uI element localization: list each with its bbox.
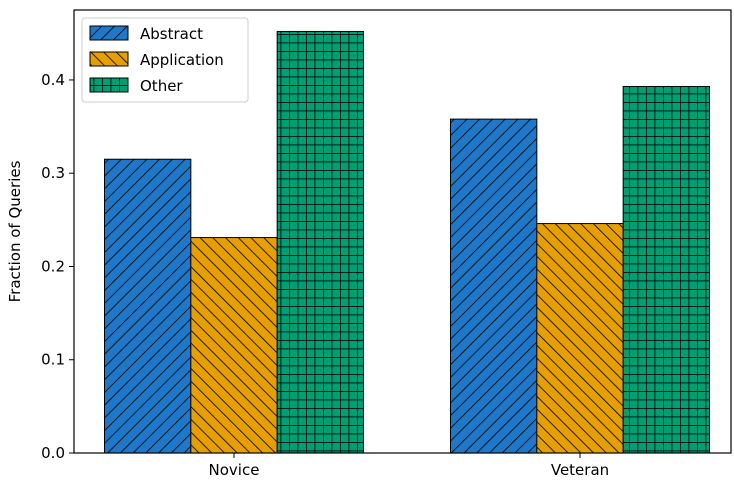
legend-label-abstract: Abstract bbox=[140, 25, 203, 43]
bar-other-novice bbox=[276, 30, 364, 454]
y-tick-label: 0.4 bbox=[41, 71, 65, 89]
y-tick-label: 0.0 bbox=[41, 444, 65, 462]
bars-layer bbox=[104, 30, 711, 454]
y-tick-label: 0.3 bbox=[41, 164, 65, 182]
legend-swatch-other bbox=[89, 77, 129, 93]
x-axis: Novice Veteran bbox=[209, 453, 609, 479]
bar-abstract-novice bbox=[104, 158, 192, 454]
bar-abstract-veteran bbox=[450, 118, 538, 454]
legend-label-application: Application bbox=[140, 51, 224, 69]
y-tick-label: 0.2 bbox=[41, 257, 65, 275]
legend-label-other: Other bbox=[140, 77, 183, 95]
y-axis: 0.0 0.1 0.2 0.3 0.4 bbox=[41, 71, 74, 462]
x-tick-label: Veteran bbox=[551, 461, 609, 479]
bar-application-veteran bbox=[536, 223, 624, 454]
bar-other-veteran bbox=[622, 85, 711, 454]
x-tick-label: Novice bbox=[209, 461, 260, 479]
plot-frame bbox=[73, 9, 732, 454]
y-tick-label: 0.1 bbox=[41, 351, 65, 369]
legend-swatch-abstract bbox=[89, 25, 129, 41]
bar-application-novice bbox=[190, 237, 278, 454]
legend: Abstract Application Other bbox=[81, 17, 249, 103]
legend-swatch-application bbox=[89, 51, 129, 67]
y-axis-label: Fraction of Queries bbox=[6, 160, 24, 302]
